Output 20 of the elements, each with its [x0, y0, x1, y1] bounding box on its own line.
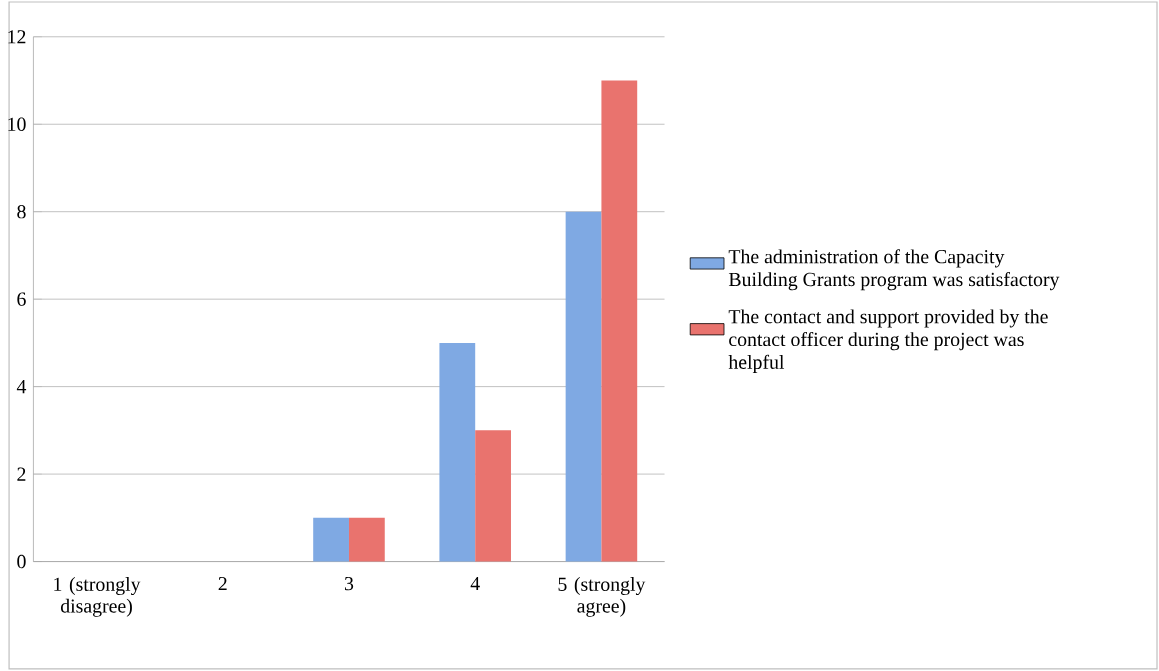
x-tick-label: 5 (strongly agree): [558, 577, 646, 617]
bar: [565, 211, 602, 562]
legend-label: The contact and support provided by the contact officer during the project was helpful: [728, 309, 1048, 373]
y-tick-label: 6: [17, 292, 26, 306]
y-tick-label: 8: [17, 205, 26, 219]
x-tick-label: 1 (strongly disagree): [54, 577, 141, 617]
x-tick-label: 2: [218, 577, 227, 591]
bar: [601, 80, 638, 562]
y-tick-label: 12: [8, 30, 26, 44]
legend-label: The administration of the Capacity Building Grants program was satisfactory: [728, 249, 1060, 291]
bar: [475, 430, 511, 562]
bar: [348, 517, 385, 562]
bar: [313, 517, 349, 562]
y-tick-label: 10: [8, 117, 26, 131]
x-tick-label: 4: [470, 577, 480, 591]
bar: [439, 342, 476, 562]
y-tick-label: 0: [17, 554, 26, 569]
x-tick-label: 3: [344, 577, 354, 591]
y-tick-label: 4: [16, 380, 27, 394]
y-tick-label: 2: [17, 467, 26, 481]
